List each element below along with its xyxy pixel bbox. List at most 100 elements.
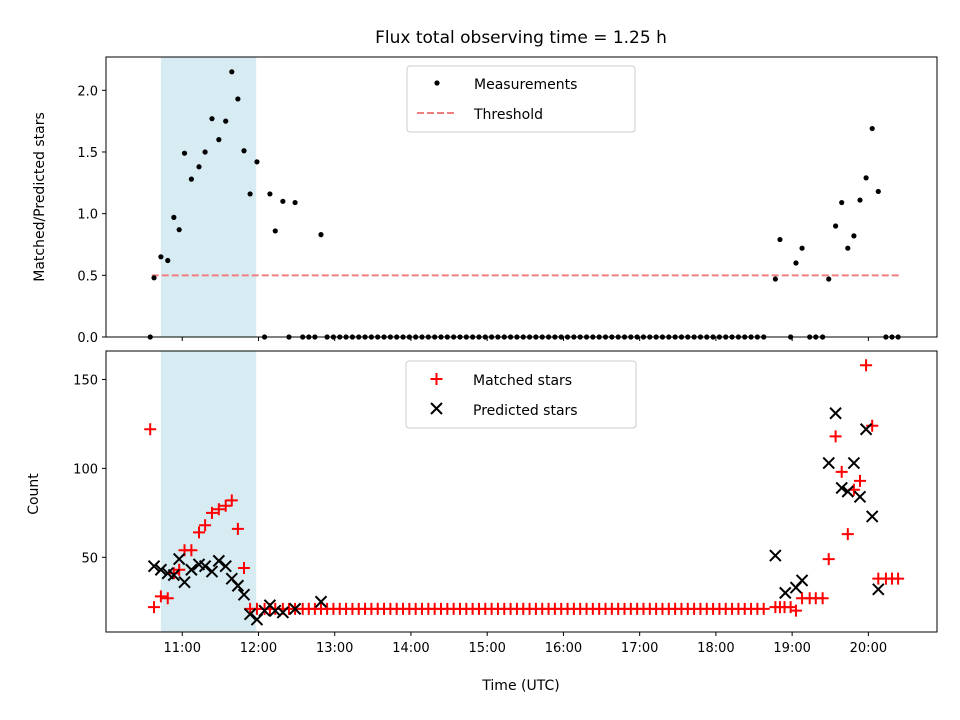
predicted-point bbox=[872, 583, 885, 596]
top-y-tick-label: 1.5 bbox=[77, 146, 98, 161]
predicted-point bbox=[167, 568, 181, 582]
measurement-point bbox=[223, 118, 229, 124]
predicted-point bbox=[172, 552, 186, 566]
x-tick-label: 14:00 bbox=[392, 641, 429, 656]
top-axes-frame bbox=[105, 56, 938, 338]
predicted-point bbox=[219, 559, 232, 573]
top-y-tick-label: 0.0 bbox=[77, 331, 98, 346]
x-tick-label: 12:00 bbox=[240, 641, 277, 656]
measurement-point bbox=[235, 96, 241, 102]
measurement-point bbox=[151, 275, 157, 281]
predicted-point bbox=[829, 407, 842, 420]
predicted-point bbox=[178, 575, 191, 589]
measurement-point bbox=[216, 137, 222, 143]
matched-point bbox=[835, 465, 848, 478]
measurement-point bbox=[845, 245, 851, 251]
matched-point bbox=[892, 572, 905, 585]
measurement-point bbox=[280, 198, 286, 204]
matched-point bbox=[185, 544, 198, 557]
measurement-point bbox=[202, 149, 208, 155]
matched-point bbox=[231, 522, 244, 535]
bottom-x-ticks: 11:00 12:00 13:00 14:00 15:00 16:00 17:00 18:00… bbox=[164, 632, 887, 656]
matched-point bbox=[199, 519, 212, 532]
measurement-point bbox=[165, 257, 171, 264]
top-y-tick-label: 0.5 bbox=[77, 269, 98, 284]
predicted-point bbox=[822, 456, 835, 470]
predicted-point bbox=[314, 595, 328, 608]
predicted-point bbox=[147, 559, 161, 573]
bottom-axes-frame bbox=[105, 350, 938, 633]
legend-threshold-label: Threshold bbox=[473, 107, 543, 123]
x-tick-label: 11:00 bbox=[164, 641, 201, 656]
top-y-tick-label: 1.0 bbox=[77, 208, 98, 223]
legend-matched-marker bbox=[430, 373, 443, 385]
top-panel: 0.00.51.01.52.0 Matched/Predicted stars … bbox=[32, 56, 938, 346]
legend-measurement-marker bbox=[434, 80, 440, 86]
measurement-point bbox=[181, 150, 188, 156]
bottom-legend-box bbox=[405, 360, 637, 429]
measurement-point bbox=[188, 176, 194, 182]
measurement-point bbox=[247, 191, 253, 197]
matched-point bbox=[205, 506, 218, 519]
bottom-legend: Matched stars Predicted stars bbox=[405, 360, 637, 429]
predicted-point bbox=[231, 579, 245, 592]
matched-point bbox=[822, 553, 835, 566]
top-x-ticks bbox=[181, 337, 869, 341]
predicted-point bbox=[237, 588, 251, 601]
top-y-axis-label: Matched/Predicted stars bbox=[32, 112, 48, 282]
matched-point bbox=[144, 423, 157, 436]
predicted-point bbox=[276, 606, 290, 619]
matched-point bbox=[816, 592, 829, 605]
predicted-point bbox=[859, 423, 873, 436]
predicted-points bbox=[147, 407, 885, 626]
top-legend: Measurements Threshold bbox=[406, 65, 636, 133]
bottom-observing-window-shade bbox=[160, 351, 257, 632]
matched-point bbox=[841, 528, 854, 541]
measurement-point bbox=[857, 197, 863, 203]
matched-point bbox=[789, 604, 802, 617]
bottom-y-axis-label: Count bbox=[26, 473, 42, 515]
predicted-point bbox=[205, 565, 219, 578]
measurement-point bbox=[833, 223, 839, 229]
predicted-point bbox=[769, 549, 782, 562]
measurement-point bbox=[254, 159, 260, 165]
x-tick-label: 19:00 bbox=[773, 641, 810, 656]
predicted-point bbox=[865, 510, 879, 523]
measurement-point bbox=[851, 233, 857, 239]
measurement-point bbox=[241, 148, 247, 154]
measurement-point bbox=[196, 164, 202, 170]
measurement-point bbox=[176, 227, 182, 233]
measurement-point bbox=[267, 191, 273, 197]
x-tick-label: 16:00 bbox=[545, 641, 582, 656]
predicted-point bbox=[795, 574, 809, 587]
legend-measurements-label: Measurements bbox=[474, 77, 577, 93]
measurement-point bbox=[272, 228, 278, 234]
x-tick-label: 17:00 bbox=[621, 641, 658, 656]
measurement-point bbox=[875, 188, 881, 195]
x-tick-label: 18:00 bbox=[697, 641, 734, 656]
x-tick-label: 15:00 bbox=[468, 641, 505, 656]
top-observing-window-shade bbox=[160, 57, 257, 337]
matched-point bbox=[853, 474, 866, 487]
legend-matched-label: Matched stars bbox=[473, 373, 572, 389]
predicted-point bbox=[288, 602, 302, 616]
predicted-point bbox=[847, 456, 861, 470]
measurement-point bbox=[799, 245, 805, 251]
predicted-point bbox=[269, 604, 282, 617]
measurement-point bbox=[171, 214, 177, 220]
measurement-point bbox=[777, 236, 783, 243]
bottom-y-tick-label: 150 bbox=[73, 373, 98, 388]
matched-point bbox=[829, 430, 842, 443]
predicted-point bbox=[198, 559, 212, 573]
measurement-point bbox=[772, 276, 778, 282]
matched-point bbox=[219, 499, 232, 512]
matched-point bbox=[212, 503, 225, 516]
predicted-point bbox=[243, 608, 257, 621]
measurement-point bbox=[869, 125, 875, 132]
measurement-point bbox=[826, 276, 832, 282]
matched-point bbox=[860, 359, 873, 372]
x-tick-label: 20:00 bbox=[850, 641, 887, 656]
measurement-point bbox=[863, 175, 869, 181]
bottom-y-tick-label: 100 bbox=[73, 462, 98, 477]
